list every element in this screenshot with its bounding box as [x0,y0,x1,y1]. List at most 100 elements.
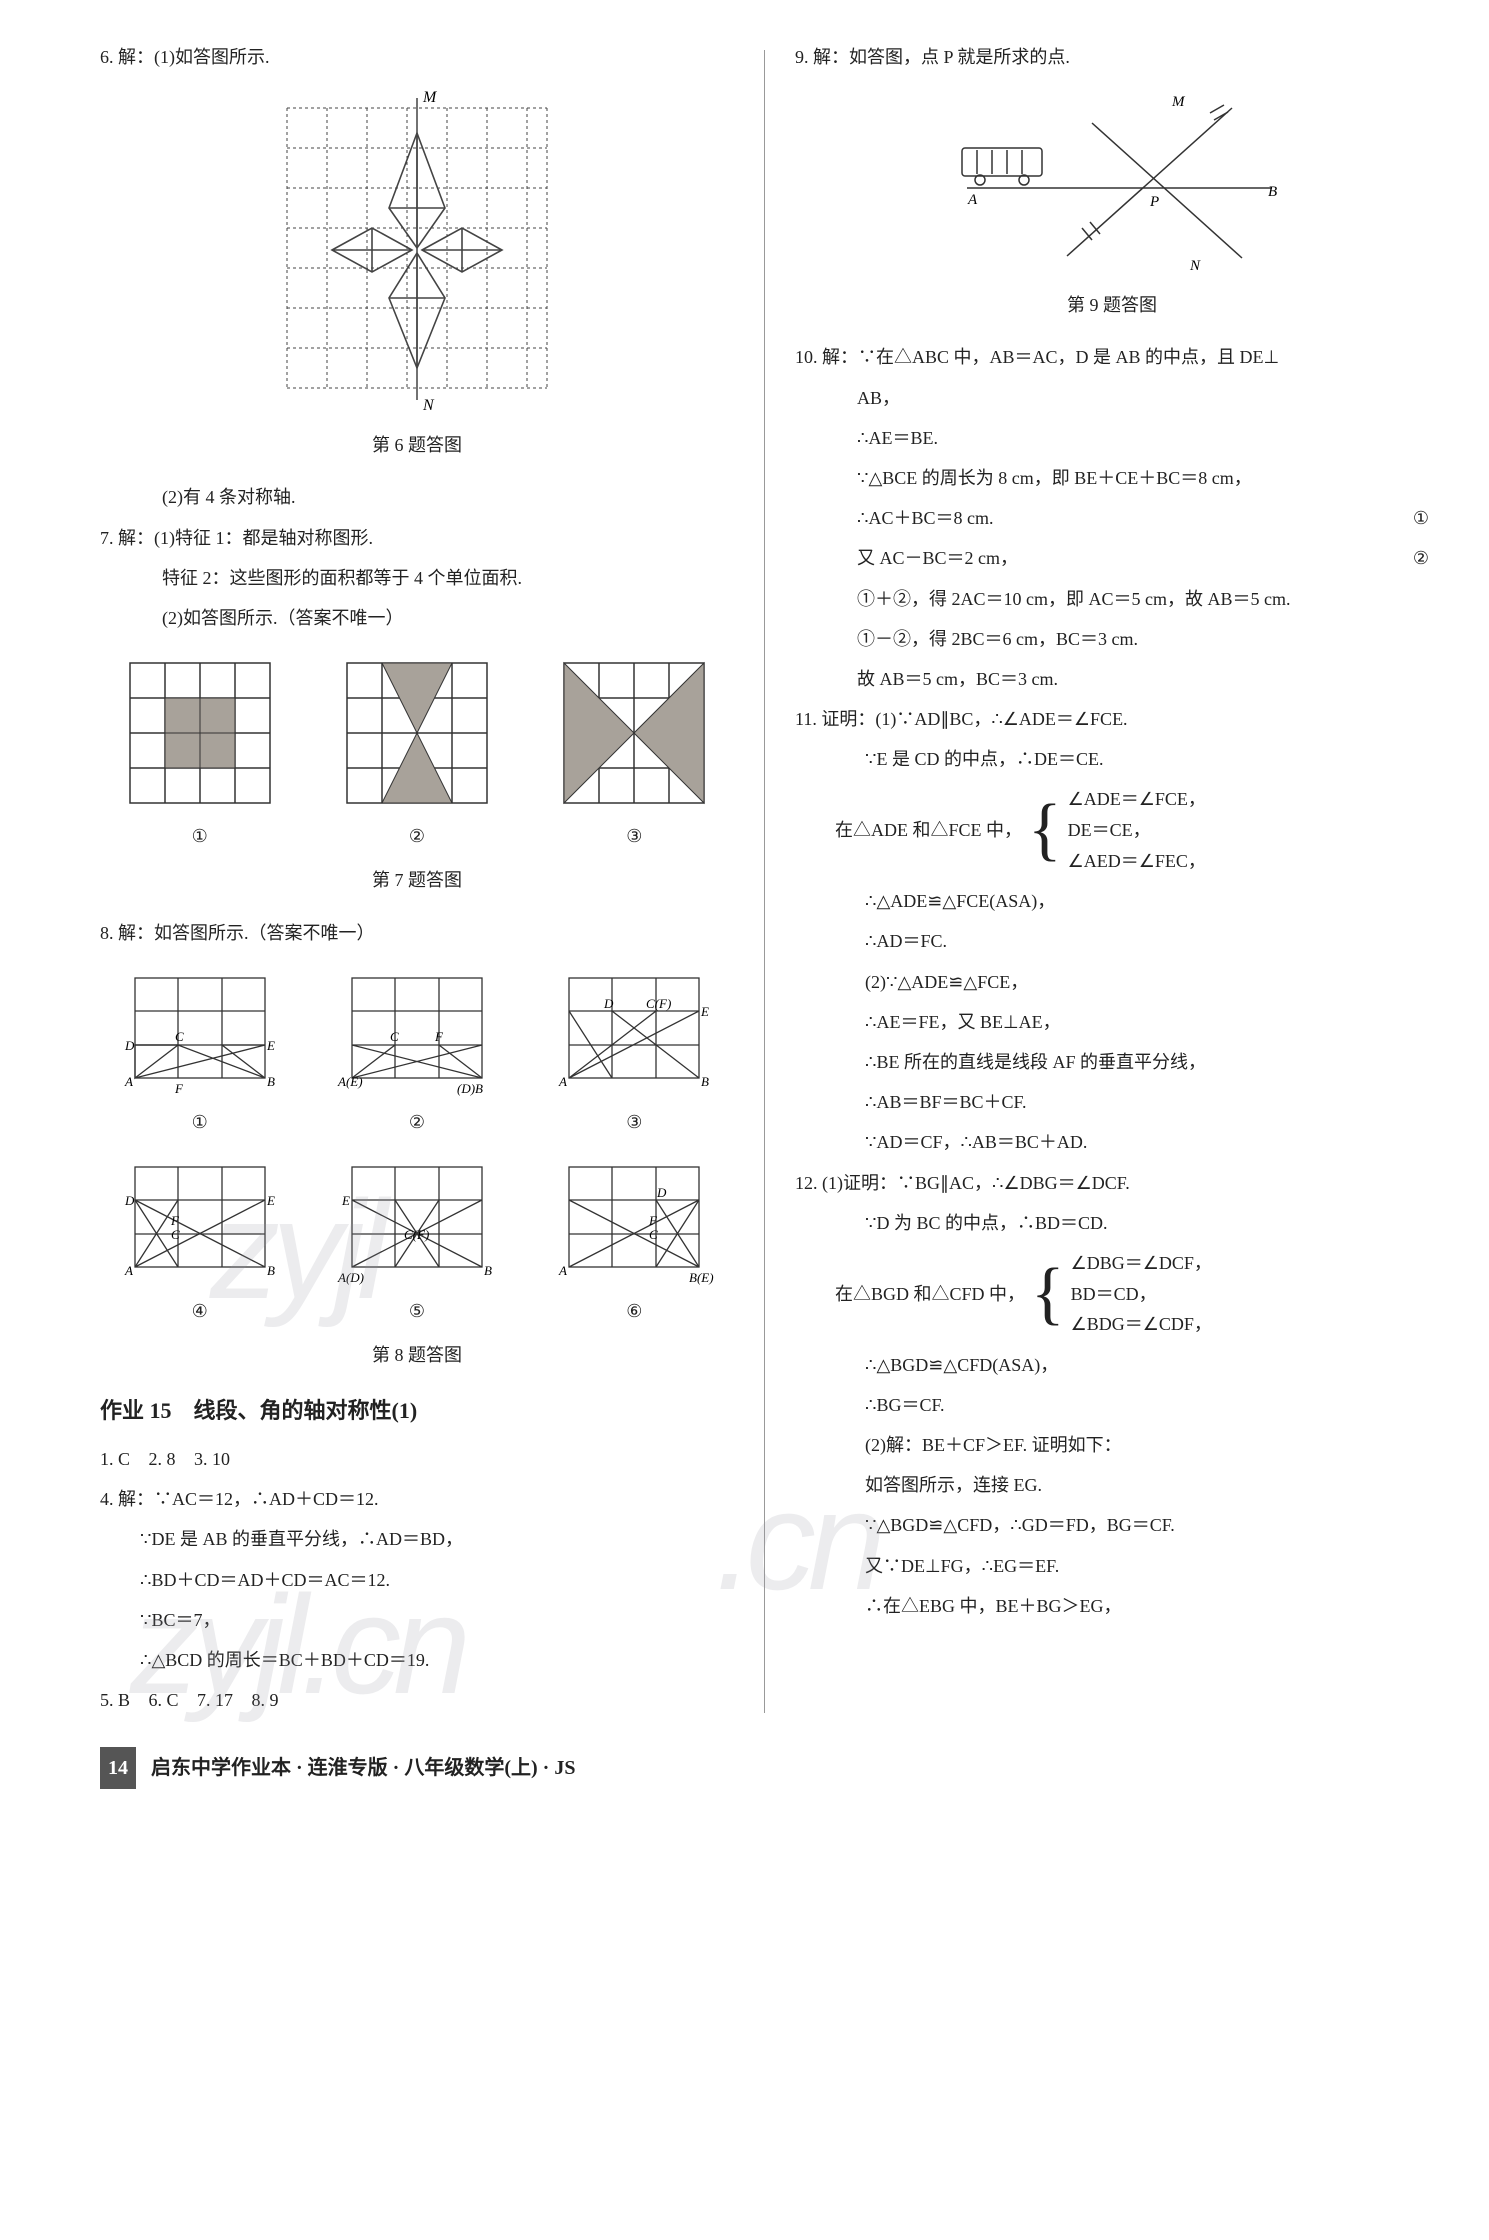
svg-text:B(E): B(E) [689,1270,714,1285]
section-title: 作业 15 线段、角的轴对称性(1) [100,1390,734,1432]
q4-l4: ∵BC＝7， [100,1603,734,1637]
q11-l5: (2)∵△ADE≌△FCE， [795,965,1429,999]
svg-text:N: N [422,397,435,414]
q4-l5: ∴△BCD 的周长＝BC＋BD＋CD＝19. [100,1643,734,1677]
svg-text:A: A [124,1074,133,1089]
q10-l4: ∵△BCE 的周长为 8 cm，即 BE＋CE＋BC＝8 cm， [795,461,1429,495]
q11-l9: ∵AD＝CF，∴AB＝BC＋AD. [795,1125,1429,1159]
svg-text:A(D): A(D) [337,1270,364,1285]
q12-b3: ∠BDG＝∠CDF， [1071,1309,1212,1340]
row2: 5. B 6. C 7. 17 8. 9 [100,1683,734,1717]
svg-text:F: F [434,1029,444,1044]
q10-l5t: ∴AC＋BC＝8 cm. [857,508,993,528]
q7-l2: 特征 2：这些图形的面积都等于 4 个单位面积. [100,561,734,595]
q10-l9: 故 AB＝5 cm，BC＝3 cm. [795,662,1429,696]
q7-head: 7. 解：(1)特征 1：都是轴对称图形. [100,521,734,555]
q11-l6: ∴AE＝FE，又 BE⊥AE， [795,1005,1429,1039]
q10-l6t: 又 AC－BC＝2 cm， [857,548,1018,568]
q8-l2: ② [409,1105,425,1139]
q9-figure: A B M N P [795,88,1429,278]
q8-l4: ④ [192,1294,208,1328]
q6-caption: 第 6 题答图 [100,428,734,462]
footer-text: 启东中学作业本 · 连淮专版 · 八年级数学(上) · JS [151,1757,575,1779]
q12-l8: 又∵DE⊥FG，∴EG＝EF. [795,1549,1429,1583]
q11-l2: ∵E 是 CD 的中点，∴DE＝CE. [795,742,1429,776]
q8-row2: DEFCAB E C(F) A(D) B D F C A B(E) [100,1157,734,1292]
q8-fig5: E C(F) A(D) B [332,1157,502,1292]
svg-text:E: E [700,1004,709,1019]
q8-row1: DCEAFB CFA(E)(D)B DC(F)EAB [100,968,734,1103]
svg-text:B: B [267,1074,275,1089]
q4-l3: ∴BD＋CD＝AD＋CD＝AC＝12. [100,1563,734,1597]
left-column: 6. 解：(1)如答图所示. [100,40,734,1723]
q10-l6: 又 AC－BC＝2 cm，② [795,541,1429,575]
q10-l2: AB， [795,381,1429,415]
q12-bpre: 在△BGD 和△CFD 中， [835,1277,1025,1311]
q9-caption: 第 9 题答图 [795,288,1429,322]
q7-fig3 [554,653,714,813]
svg-text:C(F): C(F) [646,996,671,1011]
q11-l4: ∴AD＝FC. [795,924,1429,958]
q8-labels2: ④ ⑤ ⑥ [100,1294,734,1328]
a3: 3. 10 [194,1449,230,1469]
right-column: 9. 解：如答图，点 P 就是所求的点. A [795,40,1429,1723]
q11-brace: 在△ADE 和△FCE 中， { ∠ADE＝∠FCE， DE＝CE， ∠AED＝… [835,784,1429,876]
svg-text:(D)B: (D)B [457,1081,483,1096]
q7-labels: ① ② ③ [100,819,734,853]
q4-head: 4. 解：∵AC＝12，∴AD＋CD＝12. [100,1482,734,1516]
q7-fig1 [120,653,280,813]
svg-text:D: D [124,1193,135,1208]
svg-text:E: E [341,1193,350,1208]
a6: 6. C [149,1690,179,1710]
svg-text:F: F [174,1081,184,1096]
a2: 2. 8 [149,1449,176,1469]
svg-text:C: C [175,1029,184,1044]
a7: 7. 17 [197,1690,233,1710]
q9-B: B [1268,184,1277,200]
q9-svg: A B M N P [932,88,1292,278]
svg-text:M: M [422,89,438,106]
svg-text:D: D [603,996,614,1011]
q6-figure: M N [100,88,734,418]
page: 6. 解：(1)如答图所示. [100,40,1429,1723]
q12-l4: ∴BG＝CF. [795,1388,1429,1422]
q8-fig4: DEFCAB [115,1157,285,1292]
svg-text:B: B [484,1263,492,1278]
row1: 1. C 2. 8 3. 10 [100,1442,734,1476]
q11-l7: ∴BE 所在的直线是线段 AF 的垂直平分线， [795,1045,1429,1079]
q8-l6: ⑥ [626,1294,642,1328]
q11-b3: ∠AED＝∠FEC， [1068,846,1206,877]
q6-head: 6. 解：(1)如答图所示. [100,40,734,74]
q12-l9: ∴在△EBG 中，BE＋BG＞EG， [795,1589,1429,1623]
column-divider [764,50,765,1713]
q12-head: 12. (1)证明：∵BG∥AC，∴∠DBG＝∠DCF. [795,1166,1429,1200]
q6-sub2: (2)有 4 条对称轴. [100,480,734,514]
q12-l6: 如答图所示，连接 EG. [795,1468,1429,1502]
q7-label3: ③ [626,819,642,853]
q7-l3: (2)如答图所示.（答案不唯一） [100,601,734,635]
q7-label1: ① [192,819,208,853]
svg-text:F: F [170,1213,180,1228]
q12-brace: 在△BGD 和△CFD 中， { ∠DBG＝∠DCF， BD＝CD， ∠BDG＝… [835,1248,1429,1340]
q9-N: N [1189,258,1201,274]
q11-b2: DE＝CE， [1068,815,1206,846]
q8-l3: ③ [626,1105,642,1139]
svg-text:E: E [266,1038,275,1053]
svg-text:D: D [124,1038,135,1053]
svg-text:A: A [558,1074,567,1089]
q7-label2: ② [409,819,425,853]
q8-labels1: ① ② ③ [100,1105,734,1139]
q7-figures [100,653,734,813]
q12-l3: ∴△BGD≌△CFD(ASA)， [795,1348,1429,1382]
q12-l2: ∵D 为 BC 的中点，∴BD＝CD. [795,1206,1429,1240]
page-number: 14 [100,1747,136,1789]
q8-fig1: D C E A F B [115,968,285,1103]
svg-text:A: A [124,1263,133,1278]
q7-fig2 [337,653,497,813]
q12-b1: ∠DBG＝∠DCF， [1071,1248,1212,1279]
q8-caption: 第 8 题答图 [100,1338,734,1372]
svg-text:C: C [649,1227,658,1242]
svg-text:C: C [390,1029,399,1044]
svg-text:C(F): C(F) [404,1227,429,1242]
q8-l5: ⑤ [409,1294,425,1328]
